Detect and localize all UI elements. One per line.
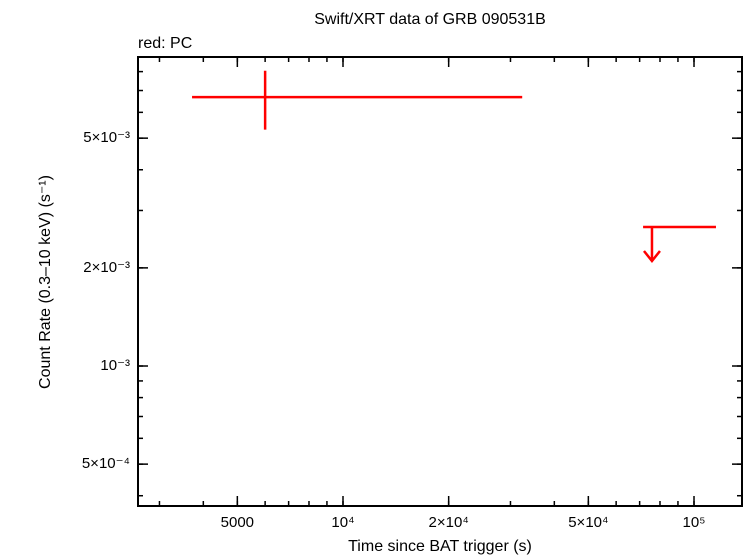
x-tick-label: 5000 bbox=[221, 514, 254, 531]
x-tick-label: 10⁵ bbox=[683, 514, 706, 531]
upper-limit-arrow bbox=[642, 226, 661, 263]
y-tick-label: 5×10⁻⁴ bbox=[82, 455, 130, 472]
x-axis-label: Time since BAT trigger (s) bbox=[348, 538, 532, 555]
plot-frame bbox=[137, 56, 743, 507]
x-tick-label: 5×10⁴ bbox=[568, 514, 608, 531]
y-axis-label: Count Rate (0.3–10 keV) (s⁻¹) bbox=[37, 175, 54, 389]
x-tick-label: 10⁴ bbox=[331, 514, 354, 531]
annotation: red: PC bbox=[138, 35, 192, 52]
y-tick-label: 5×10⁻³ bbox=[83, 129, 130, 146]
y-tick-label: 2×10⁻³ bbox=[83, 259, 130, 276]
x-tick-label: 2×10⁴ bbox=[429, 514, 469, 531]
y-tick-label: 10⁻³ bbox=[100, 357, 130, 374]
chart-title: Swift/XRT data of GRB 090531B bbox=[314, 11, 546, 28]
